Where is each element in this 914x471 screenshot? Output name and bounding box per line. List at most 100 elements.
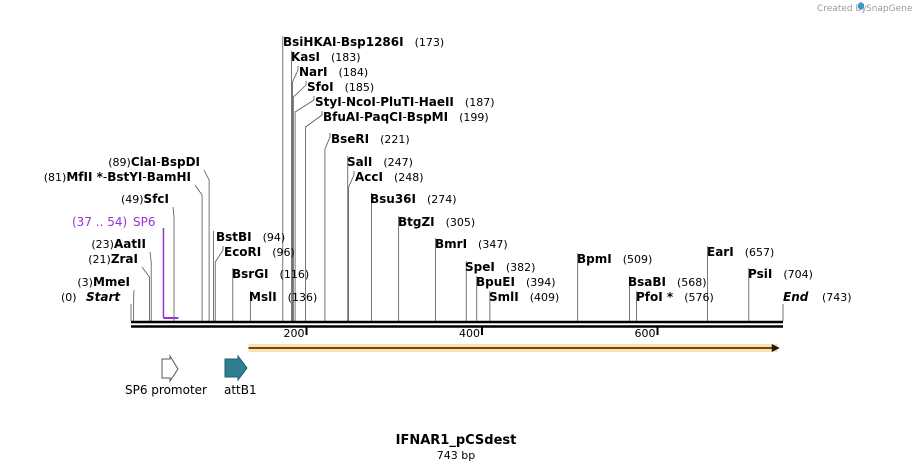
cut-site[interactable]: SalI (247) [347,155,413,169]
enzyme-name[interactable]: EcoRI [224,245,261,259]
enzyme-position: (382) [506,261,536,274]
cut-site[interactable]: NarI (184) [299,65,368,79]
enzyme-name[interactable]: KasI [291,50,320,64]
cut-site[interactable]: (89) ClaI - BspDI [108,155,200,169]
enzyme-name[interactable]: BstYI [107,170,142,184]
sp6-promoter-feature[interactable] [161,354,179,383]
cut-site[interactable]: SmlI (409) [489,290,559,304]
enzyme-name[interactable]: BpuEI [476,275,515,289]
enzyme-separator: - [376,95,380,109]
cut-site[interactable]: (81) MfII * - BstYI - BamHI [44,170,191,184]
enzyme-separator: - [103,170,107,184]
cut-site[interactable]: (23) AatII [91,237,146,251]
cut-site[interactable]: (21) ZraI [88,252,138,266]
enzyme-name[interactable]: MmeI [93,275,130,289]
enzyme-name[interactable]: ClaI [131,155,156,169]
enzyme-name[interactable]: SfcI [144,192,169,206]
enzyme-position: (347) [478,238,508,251]
cut-site-leader [294,96,315,321]
cut-site-leader [292,66,299,321]
enzyme-name[interactable]: BsiHKAI [283,35,337,49]
enzyme-name[interactable]: MfII * [66,170,103,184]
enzyme-name[interactable]: Bsu36I [370,192,416,206]
cut-site[interactable]: BsaBI (568) [628,275,707,289]
cut-site-leader [214,246,224,321]
tick-label: 200 [284,327,305,340]
enzyme-name[interactable]: BfuAI [323,110,360,124]
cut-site-leader [324,133,331,321]
enzyme-name[interactable]: BmrI [435,237,467,251]
cut-site[interactable]: (49) SfcI [121,192,169,206]
enzyme-name[interactable]: AccI [355,170,383,184]
primer-label[interactable]: SP6 [133,215,156,229]
enzyme-name[interactable]: NarI [299,65,328,79]
enzyme-name[interactable]: PaqCI [364,110,402,124]
enzyme-name[interactable]: PsiI [748,267,772,281]
cut-site[interactable]: BmrI (347) [435,237,508,251]
cut-site[interactable]: BpmI (509) [577,252,652,266]
enzyme-name[interactable]: BstBI [216,230,252,244]
enzyme-name[interactable]: BseRI [331,132,369,146]
cut-site[interactable]: EcoRI (96) [224,245,295,259]
attb1-label[interactable]: attB1 [224,383,257,397]
enzyme-name[interactable]: NcoI [346,95,376,109]
cut-site-leader [172,206,175,321]
enzyme-name[interactable]: ZraI [111,252,138,266]
enzyme-name[interactable]: HaeII [419,95,454,109]
cut-site[interactable]: StyI - NcoI - PluTI - HaeII (187) [315,95,495,109]
attb1-feature[interactable] [224,354,248,382]
enzyme-name[interactable]: BtgZI [398,215,435,229]
cut-site[interactable]: BsiHKAI - Bsp1286I (173) [283,35,444,49]
cut-site[interactable]: PfoI * (576) [636,290,714,304]
cut-site[interactable]: BstBI (94) [216,230,285,244]
enzyme-position: (183) [331,51,361,64]
cut-site[interactable]: AccI (248) [355,170,424,184]
cut-site[interactable]: MslI (136) [249,290,317,304]
enzyme-name[interactable]: SalI [347,155,372,169]
enzyme-name[interactable]: AatII [114,237,146,251]
enzyme-name[interactable]: BspMI [407,110,448,124]
cut-site[interactable]: EarI (657) [707,245,774,259]
orf-arrow[interactable] [248,344,780,352]
enzyme-position: (305) [446,216,476,229]
enzyme-name[interactable]: PluTI [380,95,414,109]
end-label: End [783,290,809,304]
enzyme-name[interactable]: SfoI [307,80,334,94]
enzyme-name[interactable]: PfoI * [636,290,674,304]
cut-site[interactable]: KasI (183) [291,50,361,64]
cut-site[interactable]: BtgZI (305) [398,215,475,229]
enzyme-position: (3) [77,276,93,289]
sp6-promoter-label[interactable]: SP6 promoter [125,383,207,397]
enzyme-name[interactable]: BpmI [577,252,612,266]
start-position: (0) [61,291,77,304]
ruler-ticks: 200 400 600 [284,327,659,340]
map-title: IFNAR1_pCSdest [396,433,517,448]
enzyme-name[interactable]: BsrGI [232,267,269,281]
enzyme-name[interactable]: BspDI [161,155,200,169]
enzyme-name[interactable]: BamHI [147,170,191,184]
cut-site[interactable]: (3) MmeI [77,275,130,289]
enzyme-name[interactable]: Bsp1286I [341,35,404,49]
enzyme-position: (657) [745,246,775,259]
enzyme-name[interactable]: SpeI [465,260,495,274]
cut-site-leader [203,169,210,321]
cut-site[interactable]: BseRI (221) [331,132,410,146]
enzyme-name[interactable]: StyI [315,95,342,109]
enzyme-position: (136) [288,291,318,304]
enzyme-separator: - [414,95,418,109]
enzyme-name[interactable]: SmlI [489,290,519,304]
cut-site[interactable]: PsiI (704) [748,267,813,281]
cut-site[interactable]: BsrGI (116) [232,267,309,281]
cut-site[interactable]: Bsu36I (274) [370,192,457,206]
enzyme-name[interactable]: MslI [249,290,277,304]
cut-site[interactable]: BfuAI - PaqCI - BspMI (199) [323,110,489,124]
end-position: (743) [822,291,852,304]
enzyme-position: (409) [530,291,560,304]
enzyme-name[interactable]: EarI [707,245,734,259]
enzyme-position: (173) [415,36,445,49]
cut-site[interactable]: BpuEI (394) [476,275,556,289]
cut-site[interactable]: SpeI (382) [465,260,535,274]
enzyme-position: (274) [427,193,457,206]
enzyme-name[interactable]: BsaBI [628,275,666,289]
cut-site[interactable]: SfoI (185) [307,80,374,94]
